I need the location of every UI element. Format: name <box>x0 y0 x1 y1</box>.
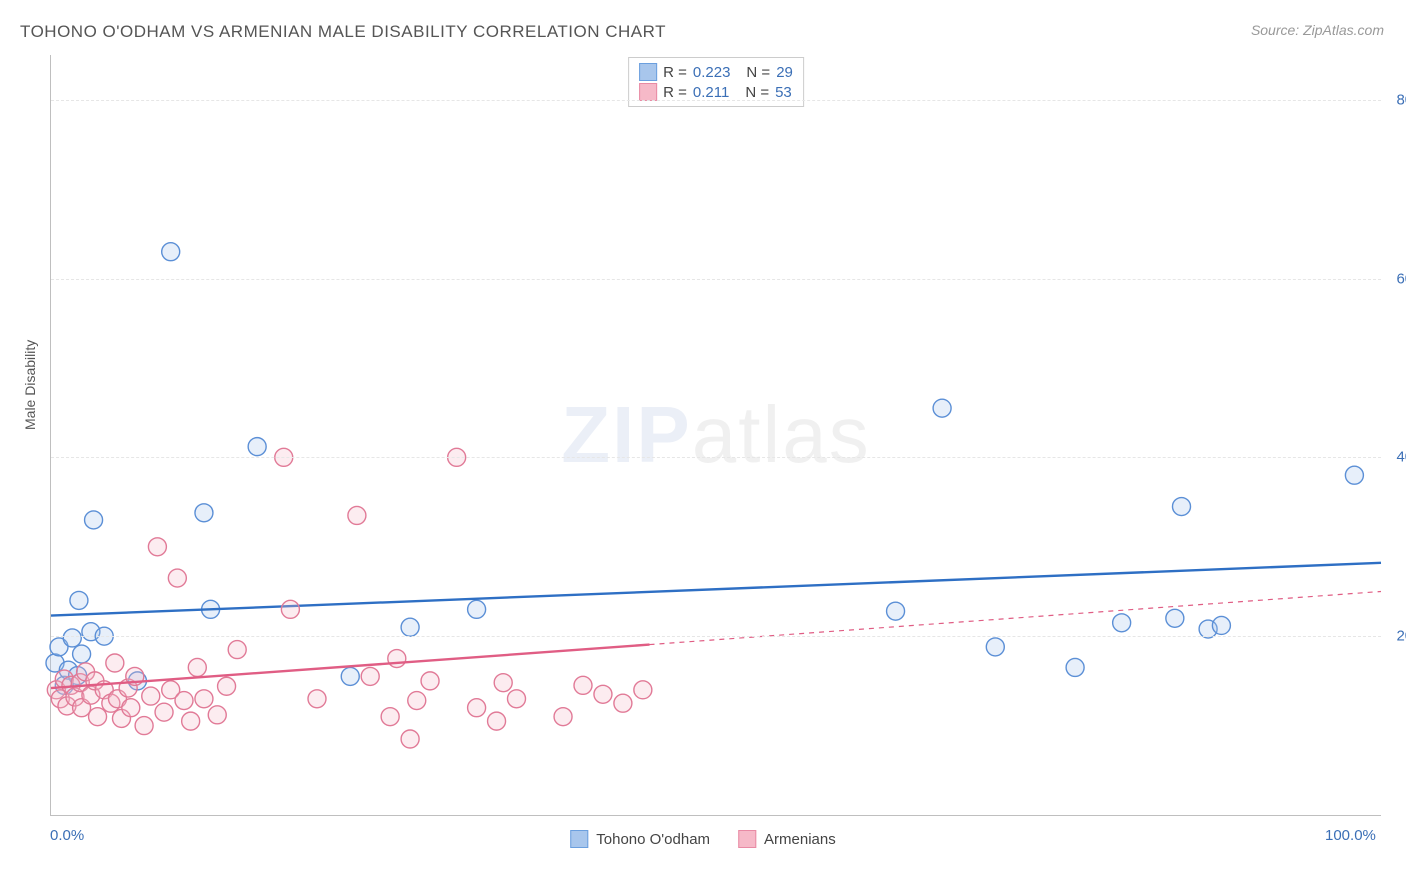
data-point <box>70 591 88 609</box>
plot-svg <box>51 55 1381 815</box>
legend-series-label: Tohono O'odham <box>596 831 710 848</box>
data-point <box>195 504 213 522</box>
data-point <box>218 677 236 695</box>
data-point <box>408 692 426 710</box>
legend-swatch <box>639 83 657 101</box>
data-point <box>135 717 153 735</box>
data-point <box>85 511 103 529</box>
data-point <box>122 699 140 717</box>
data-point <box>381 708 399 726</box>
legend-series-item: Armenians <box>738 830 836 848</box>
data-point <box>155 703 173 721</box>
legend-swatch <box>570 830 588 848</box>
legend-r-value: 0.211 <box>693 84 729 101</box>
chart-container: TOHONO O'ODHAM VS ARMENIAN MALE DISABILI… <box>0 0 1406 892</box>
data-point <box>89 708 107 726</box>
data-point <box>388 650 406 668</box>
data-point <box>401 618 419 636</box>
legend-n-label: N = <box>746 64 770 81</box>
x-tick-label: 100.0% <box>1325 827 1376 844</box>
data-point <box>986 638 1004 656</box>
data-point <box>1166 609 1184 627</box>
y-axis-title: Male Disability <box>22 340 38 430</box>
data-point <box>594 685 612 703</box>
gridline <box>51 457 1381 458</box>
legend-swatch <box>639 63 657 81</box>
data-point <box>168 569 186 587</box>
data-point <box>614 694 632 712</box>
data-point <box>554 708 572 726</box>
data-point <box>182 712 200 730</box>
data-point <box>248 438 266 456</box>
data-point <box>421 672 439 690</box>
data-point <box>494 674 512 692</box>
chart-title: TOHONO O'ODHAM VS ARMENIAN MALE DISABILI… <box>20 22 666 42</box>
data-point <box>208 706 226 724</box>
source-label: Source: ZipAtlas.com <box>1251 22 1384 38</box>
legend-stat-row: R = 0.223 N = 29 <box>639 62 793 82</box>
data-point <box>195 690 213 708</box>
data-point <box>1113 614 1131 632</box>
data-point <box>887 602 905 620</box>
x-tick-label: 0.0% <box>50 827 84 844</box>
legend-swatch <box>738 830 756 848</box>
trend-line <box>51 563 1381 616</box>
data-point <box>401 730 419 748</box>
data-point <box>106 654 124 672</box>
legend-n-value: 53 <box>775 84 792 101</box>
y-tick-label: 60.0% <box>1396 270 1406 287</box>
data-point <box>634 681 652 699</box>
data-point <box>228 641 246 659</box>
data-point <box>468 600 486 618</box>
gridline <box>51 279 1381 280</box>
legend-series-label: Armenians <box>764 831 836 848</box>
data-point <box>933 399 951 417</box>
data-point <box>148 538 166 556</box>
data-point <box>508 690 526 708</box>
legend-n-value: 29 <box>776 64 793 81</box>
data-point <box>348 506 366 524</box>
legend-r-value: 0.223 <box>693 64 731 81</box>
data-point <box>468 699 486 717</box>
data-point <box>281 600 299 618</box>
data-point <box>1345 466 1363 484</box>
legend-r-label: R = <box>663 64 687 81</box>
y-tick-label: 40.0% <box>1396 449 1406 466</box>
data-point <box>175 692 193 710</box>
data-point <box>162 243 180 261</box>
data-point <box>1066 658 1084 676</box>
y-tick-label: 20.0% <box>1396 628 1406 645</box>
data-point <box>341 667 359 685</box>
data-point <box>574 676 592 694</box>
data-point <box>1212 616 1230 634</box>
data-point <box>63 629 81 647</box>
data-point <box>188 658 206 676</box>
plot-area: ZIPatlas R =0.223N =29R =0.211N =53 20.0… <box>50 55 1381 816</box>
data-point <box>73 645 91 663</box>
data-point <box>1173 498 1191 516</box>
data-point <box>308 690 326 708</box>
data-point <box>488 712 506 730</box>
gridline <box>51 636 1381 637</box>
legend-r-label: R = <box>663 84 687 101</box>
gridline <box>51 100 1381 101</box>
data-point <box>142 687 160 705</box>
legend-n-label: N = <box>745 84 769 101</box>
y-tick-label: 80.0% <box>1396 91 1406 108</box>
legend-series: Tohono O'odham Armenians <box>570 830 835 848</box>
legend-series-item: Tohono O'odham <box>570 830 710 848</box>
data-point <box>361 667 379 685</box>
